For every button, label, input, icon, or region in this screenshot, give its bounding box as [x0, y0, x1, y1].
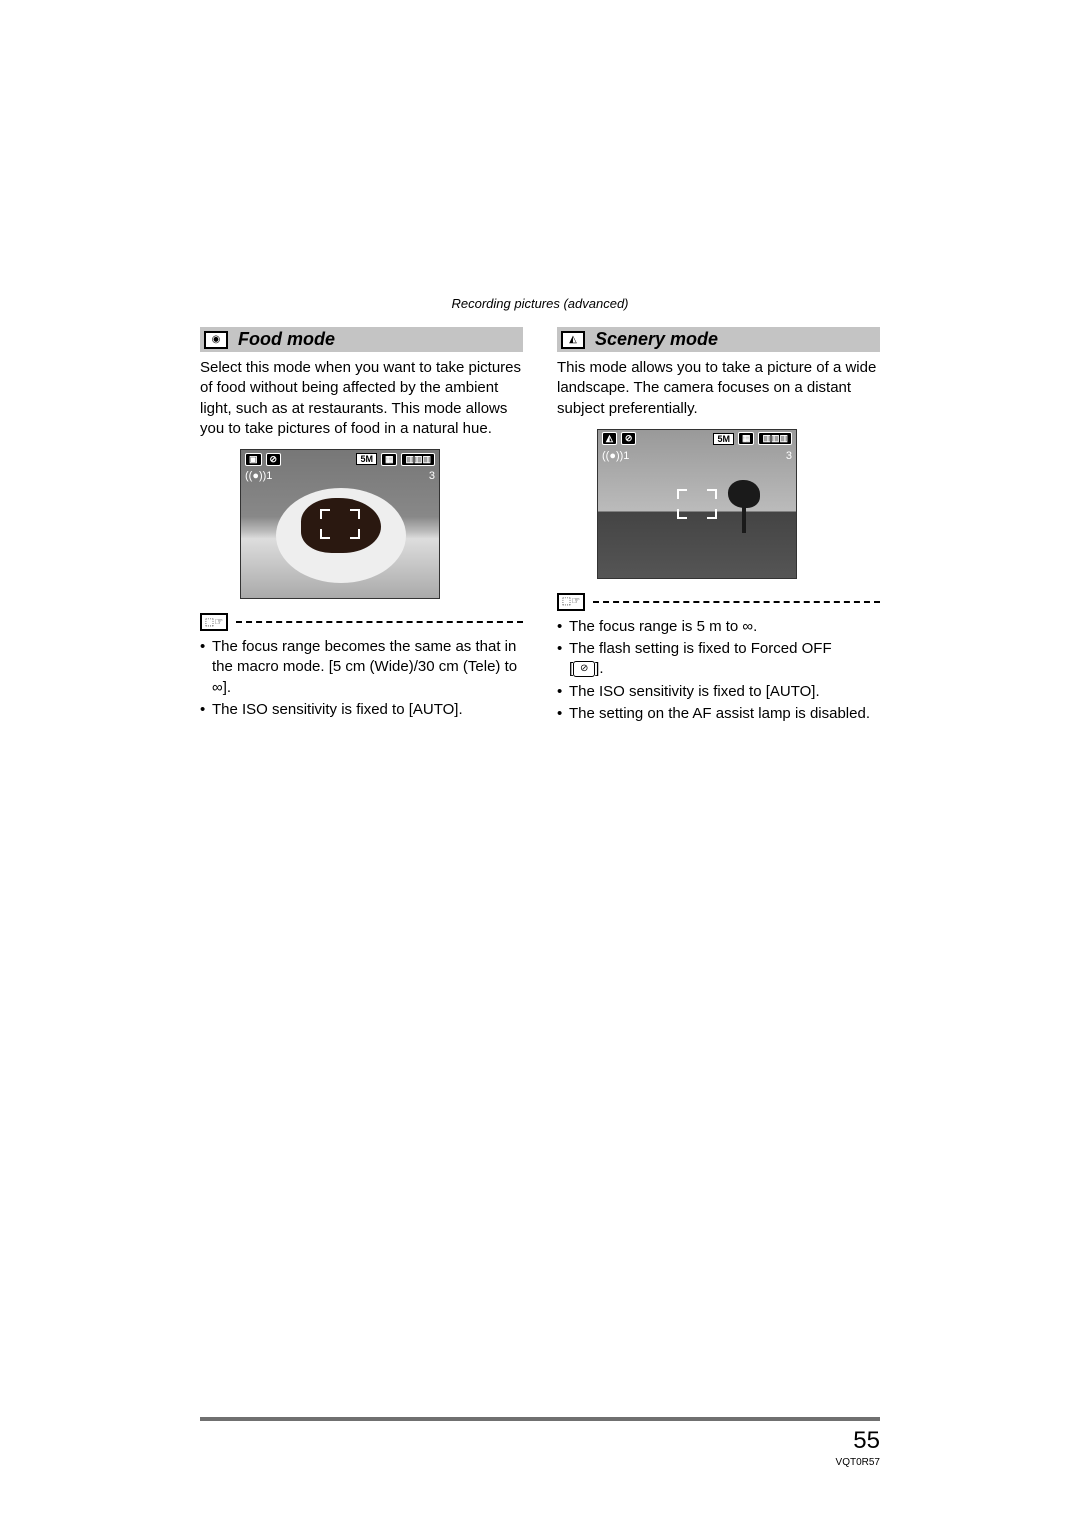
scenery-note-divider: ⬚☞ — [557, 593, 880, 611]
scenery-mode-icon: ◭ — [561, 331, 585, 349]
food-lcd-size-badge: 5M — [356, 453, 377, 465]
scenery-note-item: The setting on the AF assist lamp is dis… — [557, 704, 880, 724]
two-column-layout: ◉ Food mode Select this mode when you wa… — [200, 327, 880, 726]
page-footer: 55 VQT0R57 — [200, 1417, 880, 1468]
food-lcd-second-row: ((●))1 3 — [245, 470, 435, 482]
food-mode-icon: ◉ — [204, 331, 228, 349]
scenery-mode-intro: This mode allows you to take a picture o… — [557, 358, 880, 419]
scenery-mode-column: ◭ Scenery mode This mode allows you to t… — [557, 327, 880, 726]
dashed-rule — [593, 601, 880, 603]
food-mode-title: Food mode — [238, 329, 335, 350]
scenery-note-item: The focus range is 5 m to ∞. — [557, 617, 880, 637]
footer-rule — [200, 1417, 880, 1421]
scenery-mode-title: Scenery mode — [595, 329, 718, 350]
food-note-divider: ⬚☞ — [200, 613, 523, 631]
scenery-mode-lcd-preview: ◭ ⊘ 5M ▦ ▥▥▥ ((●))1 3 — [597, 429, 797, 579]
food-mode-column: ◉ Food mode Select this mode when you wa… — [200, 327, 523, 726]
food-lcd-topbar: ▣ ⊘ 5M ▦ ▥▥▥ — [241, 450, 439, 468]
scenery-lcd-quality-icon: ▦ — [738, 432, 755, 445]
scenery-lcd-size-badge: 5M — [713, 433, 734, 445]
scenery-note-item: The ISO sensitivity is fixed to [AUTO]. — [557, 682, 880, 702]
food-lcd-flash-icon: ⊘ — [266, 453, 282, 466]
food-lcd-mode-icon: ▣ — [245, 453, 262, 466]
scenery-mode-notes-list: The focus range is 5 m to ∞. The flash s… — [557, 617, 880, 724]
food-lcd-shots-remaining: 3 — [429, 470, 435, 482]
food-mode-notes-list: The focus range becomes the same as that… — [200, 637, 523, 720]
note-icon: ⬚☞ — [557, 593, 585, 611]
scenery-lcd-stabilizer-icon: ((●))1 — [602, 450, 629, 462]
tree-crown-graphic — [728, 480, 760, 508]
section-header: Recording pictures (advanced) — [200, 296, 880, 311]
scenery-lcd-topbar: ◭ ⊘ 5M ▦ ▥▥▥ — [598, 430, 796, 448]
food-note-item: The ISO sensitivity is fixed to [AUTO]. — [200, 700, 523, 720]
food-lcd-quality-icon: ▦ — [381, 453, 398, 466]
food-mode-intro: Select this mode when you want to take p… — [200, 358, 523, 439]
food-lcd-focus-bracket — [320, 509, 360, 539]
page-number: 55 — [853, 1427, 880, 1455]
page-content: Recording pictures (advanced) ◉ Food mod… — [200, 0, 880, 726]
scenery-lcd-battery-icon: ▥▥▥ — [758, 432, 792, 445]
scenery-lcd-flash-icon: ⊘ — [621, 432, 637, 445]
food-lcd-battery-icon: ▥▥▥ — [401, 453, 435, 466]
scenery-lcd-focus-bracket — [677, 489, 717, 519]
flash-off-icon: ⊘ — [573, 661, 595, 677]
food-mode-lcd-preview: ▣ ⊘ 5M ▦ ▥▥▥ ((●))1 3 — [240, 449, 440, 599]
food-lcd-stabilizer-icon: ((●))1 — [245, 470, 272, 482]
scenery-lcd-shots-remaining: 3 — [786, 450, 792, 462]
food-note-item: The focus range becomes the same as that… — [200, 637, 523, 698]
food-mode-heading-bar: ◉ Food mode — [200, 327, 523, 352]
scenery-lcd-mode-icon: ◭ — [602, 432, 617, 445]
note-icon: ⬚☞ — [200, 613, 228, 631]
scenery-note-item: The flash setting is fixed to Forced OFF… — [557, 639, 880, 680]
scenery-mode-heading-bar: ◭ Scenery mode — [557, 327, 880, 352]
scenery-lcd-second-row: ((●))1 3 — [602, 450, 792, 462]
dashed-rule — [236, 621, 523, 623]
document-id: VQT0R57 — [836, 1457, 880, 1468]
